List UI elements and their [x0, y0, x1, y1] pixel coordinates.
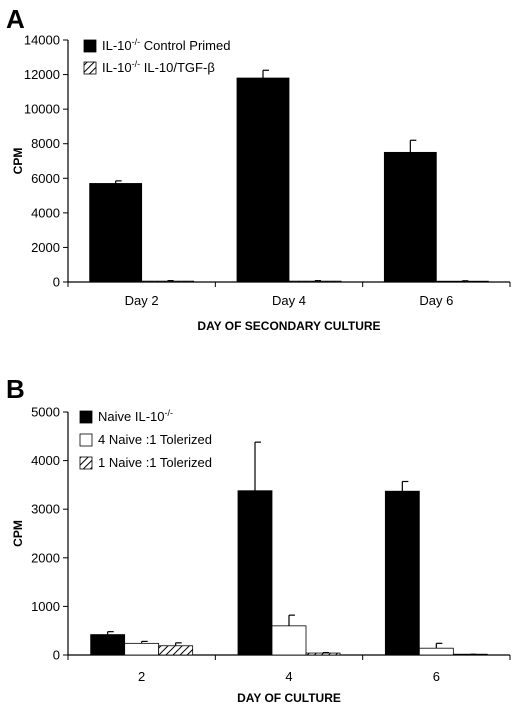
panel-letter: A — [6, 4, 25, 34]
bar — [305, 652, 341, 656]
panel-b-chart: B 0 1000 2000 3000 4000 5000 2 4 6 CPM DAY OF CULTU… — [6, 374, 511, 705]
y-tick-label: 12000 — [24, 67, 60, 82]
y-axis-label: CPM — [11, 520, 25, 547]
y-tick-label: 3000 — [31, 502, 60, 517]
bar — [288, 280, 342, 283]
y-tick-label: 8000 — [31, 136, 60, 151]
x-tick-label: Day 4 — [272, 293, 306, 308]
x-tick-label: 4 — [285, 669, 292, 684]
bar — [158, 645, 194, 656]
x-tick-label: Day 6 — [419, 293, 453, 308]
bar — [90, 634, 126, 656]
bar — [124, 642, 160, 656]
y-tick-label: 2000 — [31, 550, 60, 565]
x-tick-label: 6 — [433, 669, 440, 684]
legend-label: Naive IL-10-/- — [98, 408, 173, 424]
panel-letter: B — [6, 374, 25, 404]
legend-swatch — [79, 456, 93, 470]
legend-label: 1 Naive :1 Tolerized — [98, 455, 212, 470]
y-tick-label: 4000 — [31, 453, 60, 468]
legend-swatch — [83, 39, 97, 53]
legend-label: IL-10-/- IL-10/TGF-β — [102, 59, 215, 75]
y-tick-label: 1000 — [31, 599, 60, 614]
y-tick-label: 4000 — [31, 205, 60, 220]
bar — [89, 183, 143, 283]
bar — [384, 490, 420, 656]
y-tick-label: 10000 — [24, 102, 60, 117]
bar — [418, 647, 454, 656]
bar — [383, 151, 437, 283]
x-tick-label: Day 2 — [125, 293, 159, 308]
y-tick-label: 2000 — [31, 240, 60, 255]
legend-label: IL-10-/- Control Primed — [102, 37, 230, 53]
panel-a-chart: A 0 2000 4000 6000 8000 10000 12000 14000 Day 2 Da… — [6, 4, 511, 333]
y-tick-label: 5000 — [31, 405, 60, 420]
legend-swatch — [79, 433, 93, 447]
bar — [236, 77, 290, 283]
y-tick-label: 14000 — [24, 33, 60, 48]
x-axis-label: DAY OF CULTURE — [237, 691, 341, 705]
legend-swatch — [79, 410, 93, 424]
y-axis-label: CPM — [11, 148, 25, 175]
x-axis-label: DAY OF SECONDARY CULTURE — [197, 319, 380, 333]
legend-label: 4 Naive :1 Tolerized — [98, 432, 212, 447]
bar — [141, 280, 195, 283]
legend-swatch — [83, 61, 97, 75]
bar — [237, 490, 273, 656]
bar — [271, 625, 307, 656]
x-tick-label: 2 — [138, 669, 145, 684]
y-tick-label: 0 — [53, 275, 60, 290]
y-tick-label: 6000 — [31, 171, 60, 186]
y-tick-label: 0 — [53, 648, 60, 663]
